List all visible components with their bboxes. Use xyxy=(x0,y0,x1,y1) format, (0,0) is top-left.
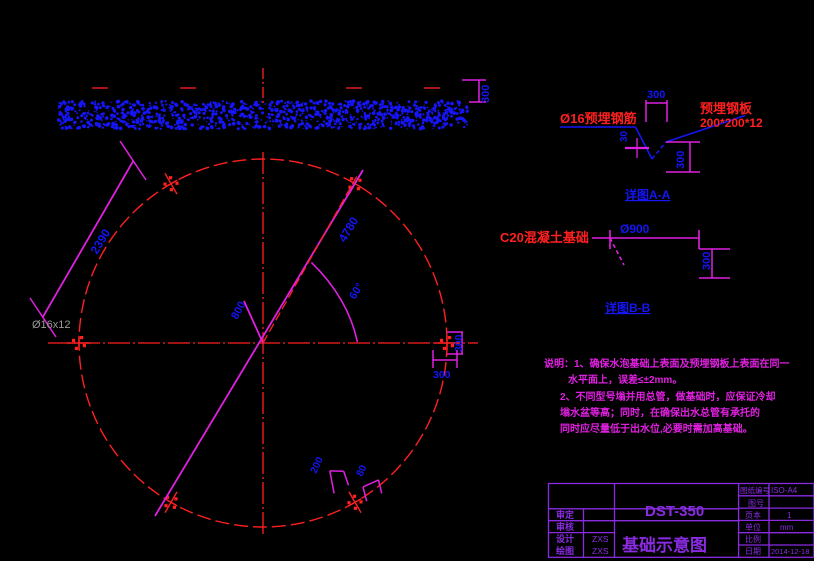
svg-text:60°: 60° xyxy=(347,281,366,301)
svg-text:预埋钢板: 预埋钢板 xyxy=(700,101,753,116)
svg-text:300: 300 xyxy=(675,151,687,169)
svg-text:同时应尽量低于出水位,必要时需加高基础。: 同时应尽量低于出水位,必要时需加高基础。 xyxy=(560,422,753,435)
svg-text:塕水盆等高；同时，在确保出水总管有承托的: 塕水盆等高；同时，在确保出水总管有承托的 xyxy=(560,406,760,419)
svg-text:DST-350: DST-350 xyxy=(645,503,704,520)
svg-text:详图B-B: 详图B-B xyxy=(605,300,651,315)
svg-text:C20混凝土基础: C20混凝土基础 xyxy=(500,230,589,245)
svg-text:200*200*12: 200*200*12 xyxy=(700,116,763,130)
svg-text:设计: 设计 xyxy=(556,533,574,544)
svg-text:比例: 比例 xyxy=(745,534,761,544)
svg-text:水平面上，误差≤±2mm。: 水平面上，误差≤±2mm。 xyxy=(567,373,682,386)
svg-text:ISO-A4: ISO-A4 xyxy=(771,486,798,495)
svg-text:300: 300 xyxy=(701,252,713,270)
svg-text:图号: 图号 xyxy=(748,499,764,508)
svg-text:2014-12-18: 2014-12-18 xyxy=(771,547,809,556)
svg-text:30: 30 xyxy=(619,130,630,142)
svg-text:300: 300 xyxy=(433,369,451,381)
svg-text:日期: 日期 xyxy=(745,547,761,556)
svg-text:说明：1、确保水泡基础上表面及预埋钢板上表面在同一: 说明：1、确保水泡基础上表面及预埋钢板上表面在同一 xyxy=(544,357,790,370)
svg-text:审核: 审核 xyxy=(556,521,574,532)
svg-text:绘图: 绘图 xyxy=(556,545,574,556)
svg-text:200: 200 xyxy=(309,455,326,475)
svg-text:Ø16x12: Ø16x12 xyxy=(32,319,71,331)
svg-text:2、不同型号塕并用总管，做基础时，应保证冷却: 2、不同型号塕并用总管，做基础时，应保证冷却 xyxy=(560,390,776,403)
svg-text:300: 300 xyxy=(647,89,665,101)
svg-text:mm: mm xyxy=(780,523,794,532)
svg-text:80: 80 xyxy=(355,463,370,478)
svg-text:审定: 审定 xyxy=(556,509,575,520)
svg-text:ZXS: ZXS xyxy=(592,534,609,544)
svg-text:4780: 4780 xyxy=(336,214,362,244)
svg-text:单位: 单位 xyxy=(745,522,761,532)
svg-text:300: 300 xyxy=(453,334,465,352)
svg-text:1: 1 xyxy=(787,511,792,520)
svg-text:详图A-A: 详图A-A xyxy=(625,187,671,202)
svg-text:基础示意图: 基础示意图 xyxy=(621,535,707,555)
svg-text:Ø900: Ø900 xyxy=(620,222,650,236)
svg-text:页本: 页本 xyxy=(745,510,761,520)
svg-text:图纸编号: 图纸编号 xyxy=(740,485,770,495)
svg-text:300: 300 xyxy=(480,85,492,103)
svg-text:Ø16预埋钢筋: Ø16预埋钢筋 xyxy=(560,111,637,126)
svg-text:ZXS: ZXS xyxy=(592,546,609,556)
